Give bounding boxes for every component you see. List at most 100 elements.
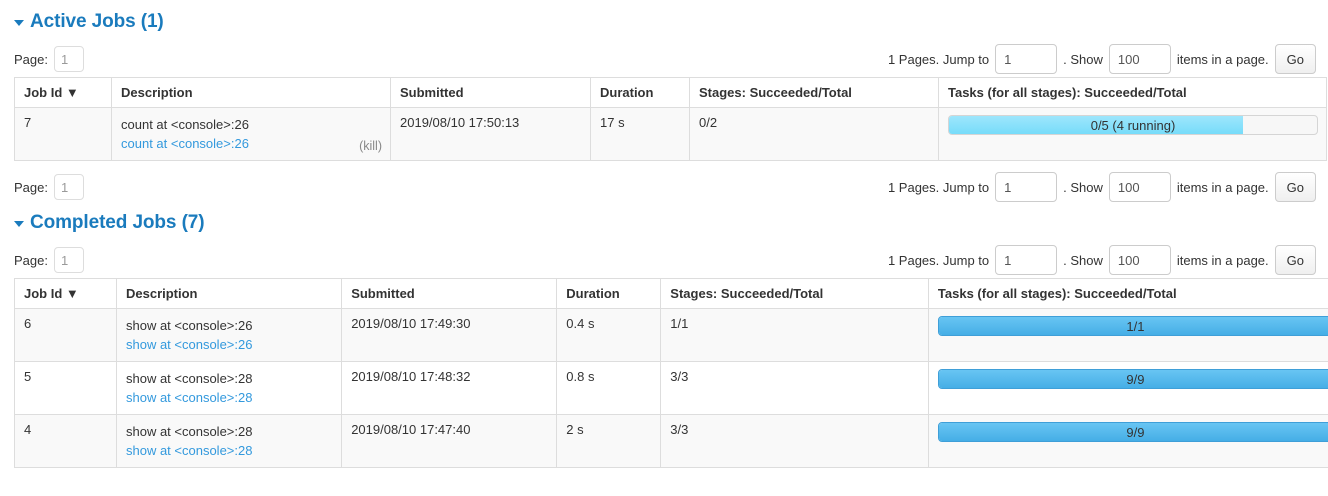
column-header-tasks[interactable]: Tasks (for all stages): Succeeded/Total [938,77,1327,108]
active-bottom-pager-left: Page: 1 [0,174,84,200]
cell-description: count at <console>:26 count at <console>… [111,107,391,161]
caret-down-icon [14,220,24,227]
items-per-page-input[interactable] [1108,44,1171,74]
column-header-duration[interactable]: Duration [556,278,662,309]
items-in-page-label: items in a page. [1176,51,1269,67]
pages-count-label: 1 Pages. Jump to [887,179,990,195]
column-header-stages[interactable]: Stages: Succeeded/Total [689,77,939,108]
completed-jobs-table: Job Id ▼ Description Submitted Duration … [14,278,1328,468]
go-button[interactable]: Go [1274,245,1316,275]
kill-job-link[interactable]: (kill) [359,139,382,153]
active-bottom-pager-right: 1 Pages. Jump to . Show items in a page.… [888,169,1316,205]
column-header-duration-label: Duration [600,85,654,100]
cell-duration: 0.4 s [556,308,662,362]
items-per-page-input[interactable] [1108,172,1171,202]
column-header-job-id-label: Job Id ▼ [24,85,79,100]
pages-count-label: 1 Pages. Jump to [887,252,990,268]
show-label: . Show [1063,252,1103,268]
tasks-progress-completed-fill [938,423,1328,441]
cell-submitted: 2019/08/10 17:48:32 [341,361,558,415]
column-header-description[interactable]: Description [111,77,391,108]
active-top-pager-left: Page: 1 [0,46,84,72]
cell-duration: 17 s [590,107,690,161]
column-header-stages-label: Stages: Succeeded/Total [699,85,852,100]
cell-job-id: 5 [14,361,117,415]
jump-to-page-input[interactable] [995,172,1058,202]
top-spacer [0,0,1328,12]
pages-count-label: 1 Pages. Jump to [887,51,990,67]
show-label: . Show [1063,51,1103,67]
cell-description: show at <console>:26 show at <console>:2… [116,308,343,362]
cell-description: show at <console>:28 show at <console>:2… [116,414,343,468]
column-header-job-id[interactable]: Job Id ▼ [14,77,112,108]
current-page-box[interactable]: 1 [53,174,84,200]
cell-tasks: 1/1 [928,308,1328,362]
cell-description: show at <console>:28 show at <console>:2… [116,361,343,415]
active-jobs-table: Job Id ▼ Description Submitted Duration … [14,77,1327,161]
column-header-duration-label: Duration [566,286,620,301]
table-header-row: Job Id ▼ Description Submitted Duration … [14,278,1328,309]
cell-job-id: 6 [14,308,117,362]
job-description-text: show at <console>:26 [125,318,253,333]
job-description-link[interactable]: show at <console>:28 [125,390,253,405]
items-in-page-label: items in a page. [1176,179,1269,195]
cell-job-id: 4 [14,414,117,468]
job-description-text: show at <console>:28 [125,371,253,386]
job-description-link[interactable]: count at <console>:26 [121,136,249,151]
job-description-link[interactable]: show at <console>:28 [125,443,253,458]
active-jobs-section-header[interactable]: Active Jobs (1) [0,12,1328,31]
go-button[interactable]: Go [1274,172,1316,202]
cell-tasks: 9/9 [928,361,1328,415]
column-header-duration[interactable]: Duration [590,77,690,108]
active-bottom-pager: Page: 1 1 Pages. Jump to . Show items in… [0,169,1328,205]
job-description-text: show at <console>:28 [125,424,253,439]
current-page-box[interactable]: 1 [53,247,84,273]
column-header-stages-label: Stages: Succeeded/Total [670,286,824,301]
go-button[interactable]: Go [1274,44,1316,74]
tasks-progress-label: 9/9 [1126,425,1145,440]
tasks-progress-label: 1/1 [1126,319,1145,334]
cell-job-id: 7 [14,107,112,161]
column-header-submitted[interactable]: Submitted [341,278,558,309]
active-top-pager-right: 1 Pages. Jump to . Show items in a page.… [888,41,1316,77]
jump-to-page-input[interactable] [995,44,1058,74]
cell-stages: 1/1 [660,308,929,362]
cell-tasks: 0/5 (4 running) [938,107,1327,161]
cell-duration: 2 s [556,414,662,468]
column-header-description[interactable]: Description [116,278,343,309]
cell-tasks: 9/9 [928,414,1328,468]
column-header-job-id[interactable]: Job Id ▼ [14,278,117,309]
table-row: 5 show at <console>:28 show at <console>… [14,361,1328,415]
table-header-row: Job Id ▼ Description Submitted Duration … [14,77,1327,108]
caret-down-icon [14,19,24,26]
cell-stages: 3/3 [660,361,929,415]
completed-top-pager-left: Page: 1 [0,247,84,273]
tasks-progress-label: 0/5 (4 running) [1090,118,1176,133]
column-header-description-label: Description [121,85,193,100]
show-label: . Show [1063,179,1103,195]
column-header-submitted-label: Submitted [351,286,415,301]
column-header-tasks-label: Tasks (for all stages): Succeeded/Total [937,286,1177,301]
column-header-submitted[interactable]: Submitted [390,77,591,108]
completed-top-pager: Page: 1 1 Pages. Jump to . Show items in… [0,242,1328,278]
jump-to-page-input[interactable] [995,245,1058,275]
tasks-progress-bar: 1/1 [937,316,1328,336]
column-header-stages[interactable]: Stages: Succeeded/Total [660,278,929,309]
column-header-tasks[interactable]: Tasks (for all stages): Succeeded/Total [928,278,1328,309]
page-label: Page: [14,51,48,67]
tasks-progress-label: 9/9 [1126,372,1145,387]
completed-jobs-section-header[interactable]: Completed Jobs (7) [0,213,1328,232]
tasks-progress-bar: 9/9 [937,422,1328,442]
tasks-progress-bar: 9/9 [937,369,1328,389]
cell-submitted: 2019/08/10 17:49:30 [341,308,558,362]
page-label: Page: [14,179,48,195]
table-row: 6 show at <console>:26 show at <console>… [14,308,1328,362]
column-header-tasks-label: Tasks (for all stages): Succeeded/Total [948,85,1187,100]
column-header-job-id-label: Job Id ▼ [24,286,79,301]
items-per-page-input[interactable] [1108,245,1171,275]
table-row: 4 show at <console>:28 show at <console>… [14,414,1328,468]
cell-stages: 3/3 [660,414,929,468]
job-description-link[interactable]: show at <console>:26 [125,337,253,352]
current-page-box[interactable]: 1 [53,46,84,72]
